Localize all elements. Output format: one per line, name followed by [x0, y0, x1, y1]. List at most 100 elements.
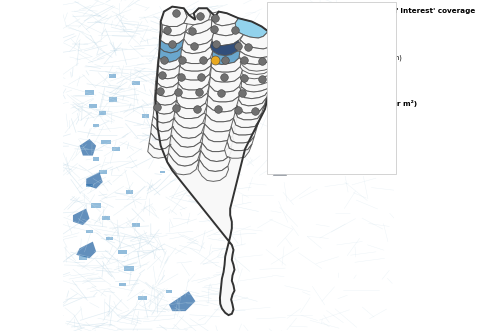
Bar: [106, 237, 112, 240]
Polygon shape: [156, 73, 180, 88]
Bar: [86, 230, 93, 233]
Polygon shape: [202, 133, 234, 152]
Polygon shape: [156, 65, 180, 79]
Bar: [124, 265, 134, 271]
Bar: [78, 256, 87, 260]
Polygon shape: [210, 40, 240, 56]
Polygon shape: [172, 118, 204, 138]
Polygon shape: [182, 39, 212, 54]
Polygon shape: [148, 143, 171, 158]
Polygon shape: [232, 18, 268, 38]
Polygon shape: [76, 242, 96, 258]
Bar: [112, 147, 120, 151]
Bar: [110, 74, 116, 78]
Bar: [88, 104, 97, 108]
Polygon shape: [240, 31, 275, 49]
Bar: [93, 157, 100, 161]
Bar: [118, 250, 126, 254]
Polygon shape: [180, 58, 212, 71]
Polygon shape: [168, 145, 200, 166]
Polygon shape: [212, 20, 237, 36]
Polygon shape: [176, 92, 208, 109]
Bar: [142, 114, 149, 118]
Polygon shape: [198, 160, 228, 181]
Bar: [120, 283, 126, 286]
Polygon shape: [239, 50, 277, 65]
Bar: [126, 190, 132, 194]
Polygon shape: [184, 27, 214, 46]
Polygon shape: [227, 134, 254, 151]
Bar: [160, 171, 165, 173]
FancyBboxPatch shape: [266, 2, 396, 174]
Polygon shape: [167, 153, 200, 175]
Polygon shape: [178, 74, 210, 90]
Bar: [132, 81, 140, 85]
Polygon shape: [152, 117, 175, 132]
Polygon shape: [174, 111, 206, 128]
Polygon shape: [169, 291, 196, 311]
Bar: [86, 184, 93, 187]
Bar: [98, 170, 107, 174]
Polygon shape: [150, 124, 174, 141]
Polygon shape: [154, 99, 177, 114]
Polygon shape: [242, 63, 275, 79]
Bar: [138, 296, 146, 300]
Polygon shape: [235, 105, 264, 120]
Polygon shape: [241, 77, 273, 92]
Polygon shape: [175, 101, 207, 118]
Polygon shape: [240, 40, 277, 58]
Polygon shape: [177, 83, 210, 99]
Polygon shape: [229, 126, 256, 143]
Polygon shape: [156, 7, 278, 315]
Polygon shape: [171, 126, 203, 147]
Polygon shape: [212, 31, 244, 46]
Polygon shape: [234, 112, 262, 127]
Polygon shape: [212, 58, 242, 72]
Bar: [93, 124, 100, 127]
Polygon shape: [149, 133, 172, 150]
Polygon shape: [170, 135, 202, 157]
Polygon shape: [158, 56, 182, 70]
Polygon shape: [210, 77, 242, 92]
Polygon shape: [204, 124, 235, 142]
Polygon shape: [184, 8, 210, 25]
Polygon shape: [238, 90, 269, 106]
Bar: [100, 111, 106, 115]
Polygon shape: [207, 95, 240, 112]
Polygon shape: [200, 143, 232, 162]
Polygon shape: [240, 83, 272, 99]
Polygon shape: [237, 98, 266, 113]
Polygon shape: [80, 139, 96, 156]
Polygon shape: [73, 209, 90, 225]
Bar: [166, 290, 172, 293]
Polygon shape: [180, 47, 212, 64]
Polygon shape: [186, 20, 212, 34]
Polygon shape: [162, 23, 187, 36]
Bar: [91, 203, 101, 208]
Polygon shape: [256, 70, 275, 122]
Polygon shape: [210, 12, 238, 26]
Polygon shape: [153, 109, 176, 123]
Bar: [152, 137, 159, 141]
Polygon shape: [206, 105, 238, 122]
Polygon shape: [204, 114, 237, 132]
Polygon shape: [210, 67, 242, 82]
Bar: [101, 140, 111, 144]
Bar: [108, 97, 117, 102]
Polygon shape: [200, 151, 230, 171]
Polygon shape: [224, 142, 252, 158]
Polygon shape: [212, 51, 240, 65]
Bar: [102, 216, 110, 220]
Polygon shape: [240, 56, 275, 71]
Polygon shape: [160, 39, 184, 53]
Polygon shape: [208, 85, 241, 102]
Polygon shape: [158, 47, 182, 62]
Polygon shape: [179, 66, 212, 80]
Bar: [84, 90, 94, 95]
Polygon shape: [160, 31, 186, 45]
Polygon shape: [86, 172, 102, 189]
Bar: [132, 223, 140, 227]
Polygon shape: [155, 81, 179, 97]
Polygon shape: [154, 90, 178, 105]
Polygon shape: [160, 7, 187, 26]
